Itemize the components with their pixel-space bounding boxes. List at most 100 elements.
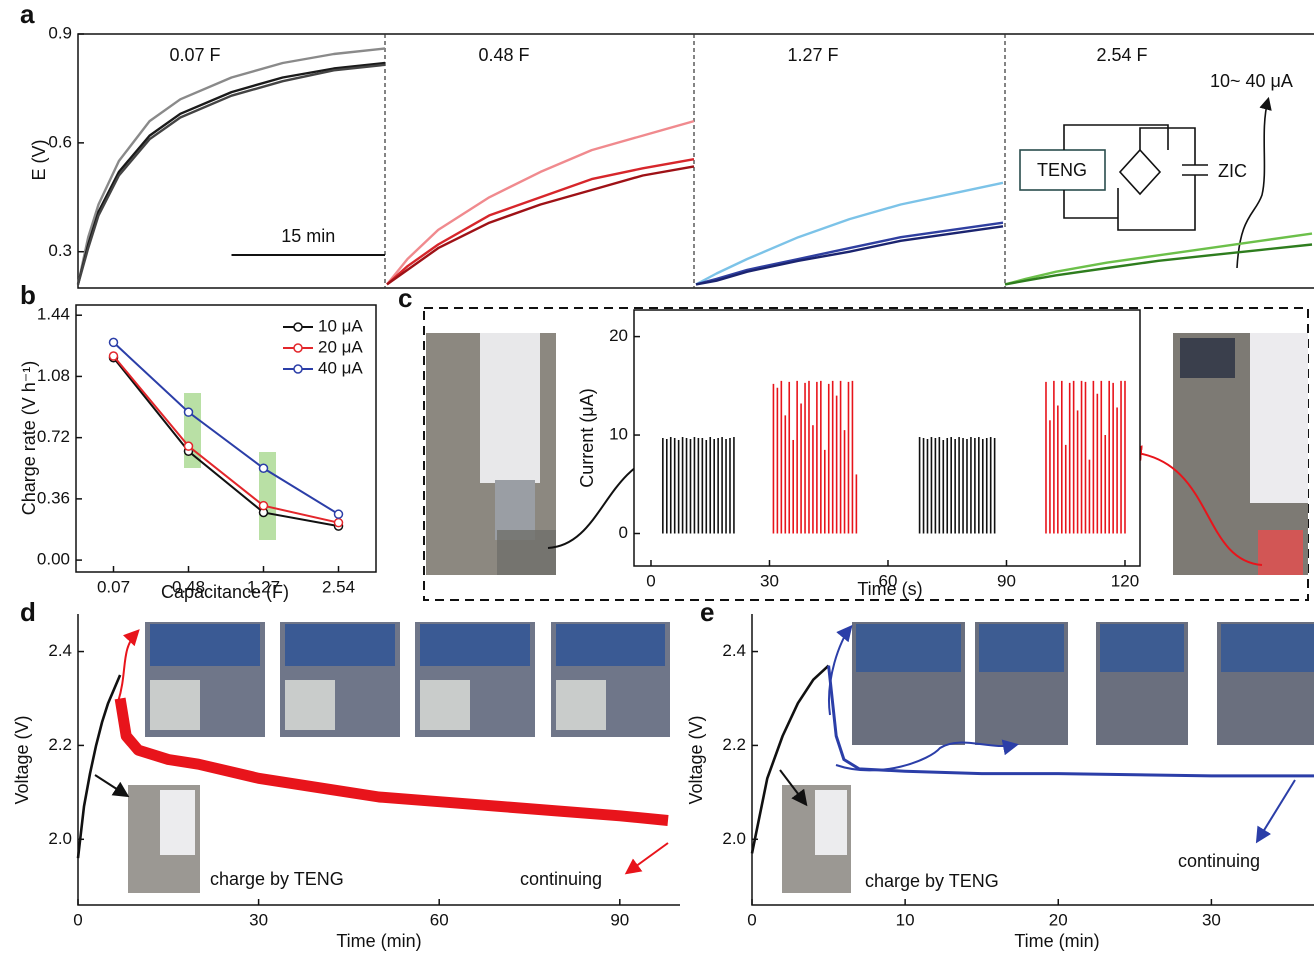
x-axis-label: Time (min) [1014, 931, 1099, 951]
x-tick-label: 1.27 [247, 577, 280, 596]
panel-letter: e [700, 597, 714, 627]
series-line [1004, 243, 1313, 286]
y-tick-label: 0 [619, 523, 628, 542]
y-tick-label: 2.2 [722, 735, 746, 754]
scale-bar-label: 15 min [281, 226, 335, 246]
photo-group [128, 622, 670, 893]
series-line [827, 665, 1314, 778]
legend-marker [293, 343, 303, 353]
subplot-title: 2.54 F [1096, 45, 1147, 65]
marker [258, 500, 269, 511]
series-line [112, 341, 340, 516]
legend-marker [293, 322, 303, 332]
y-tick-label: 0.3 [48, 241, 72, 260]
x-tick-label: 60 [430, 910, 449, 929]
y-tick-label: 20 [609, 326, 628, 345]
arrow [1126, 445, 1263, 566]
y-tick-label: 1.08 [37, 366, 70, 385]
series-line [695, 181, 1004, 286]
photo [426, 333, 556, 575]
marker [183, 441, 194, 451]
annotation: charge by TENG [865, 871, 999, 891]
y-axis-label: Voltage (V) [686, 715, 706, 804]
series-line [76, 47, 386, 285]
y-axis-label: Current (μA) [577, 388, 597, 487]
marker [258, 463, 269, 474]
series-line [1004, 232, 1313, 286]
series-line [386, 158, 695, 286]
marker [108, 337, 119, 348]
x-tick-label: 30 [249, 910, 268, 929]
legend-label: 20 μA [318, 337, 363, 356]
panel-letter: a [20, 0, 35, 29]
dashed-box [423, 307, 1309, 601]
annotation: 10~ 40 μA [1210, 71, 1293, 91]
x-tick-label: 0 [747, 910, 756, 929]
arrow [94, 774, 130, 798]
subplot-title: 1.27 F [787, 45, 838, 65]
marker [333, 517, 344, 528]
subplot-title: 0.48 F [478, 45, 529, 65]
y-tick-label: 2.2 [48, 735, 72, 754]
series-line [750, 664, 830, 854]
series-line [112, 357, 339, 528]
axis-frame [75, 304, 377, 573]
arrow [624, 842, 669, 875]
panel-letter: c [398, 283, 412, 313]
series-line [695, 221, 1004, 286]
y-tick-label: 2.4 [48, 641, 72, 660]
annotation: continuing [520, 869, 602, 889]
panel-letter: b [20, 280, 36, 310]
x-tick-label: 0 [646, 571, 655, 590]
series-line [695, 225, 1004, 286]
legend-label: 40 μA [318, 358, 363, 377]
marker [183, 407, 194, 417]
x-tick-label: 60 [879, 571, 898, 590]
marker [108, 351, 119, 361]
legend-label: 10 μA [318, 316, 363, 335]
x-tick-label: 30 [760, 571, 779, 590]
annotation: continuing [1178, 851, 1260, 871]
x-tick-label: 0 [73, 910, 82, 929]
photo-group [782, 622, 1314, 893]
x-tick-label: 0.48 [172, 577, 205, 596]
y-tick-label: 0.9 [48, 23, 72, 42]
x-tick-label: 20 [1049, 910, 1068, 929]
annotation: ZIC [1218, 161, 1247, 181]
arrow [835, 739, 1019, 772]
panel-letter: d [20, 597, 36, 627]
axis-frame [77, 33, 1314, 289]
y-tick-label: 2.4 [722, 641, 746, 660]
circuit-inset [1019, 96, 1272, 269]
arrow [828, 624, 853, 716]
x-tick-label: 2.54 [322, 577, 355, 596]
series-line [114, 697, 669, 826]
subplot-title: 0.07 F [169, 45, 220, 65]
series-line [76, 674, 122, 859]
x-tick-label: 90 [997, 571, 1016, 590]
y-axis-label: E (V) [29, 139, 49, 180]
x-tick-label: 10 [896, 910, 915, 929]
x-axis-label: Capacitance (F) [161, 582, 289, 602]
x-tick-label: 0.07 [97, 577, 130, 596]
arrow [779, 769, 808, 807]
y-tick-label: 0.36 [37, 488, 70, 507]
series-line [112, 355, 339, 524]
x-tick-label: 90 [610, 910, 629, 929]
legend-marker [293, 364, 303, 374]
annotation: charge by TENG [210, 869, 344, 889]
annotation: TENG [1037, 160, 1087, 180]
y-tick-label: 1.44 [37, 305, 70, 324]
y-tick-label: 0.72 [37, 427, 70, 446]
series-line [76, 63, 386, 285]
x-tick-label: 30 [1202, 910, 1221, 929]
series-line [386, 165, 695, 286]
y-tick-label: 10 [609, 425, 628, 444]
arrow [117, 629, 140, 703]
y-axis-label: Voltage (V) [12, 715, 32, 804]
y-tick-label: 2.0 [48, 829, 72, 848]
x-axis-label: Time (s) [857, 579, 922, 599]
x-axis-label: Time (min) [336, 931, 421, 951]
